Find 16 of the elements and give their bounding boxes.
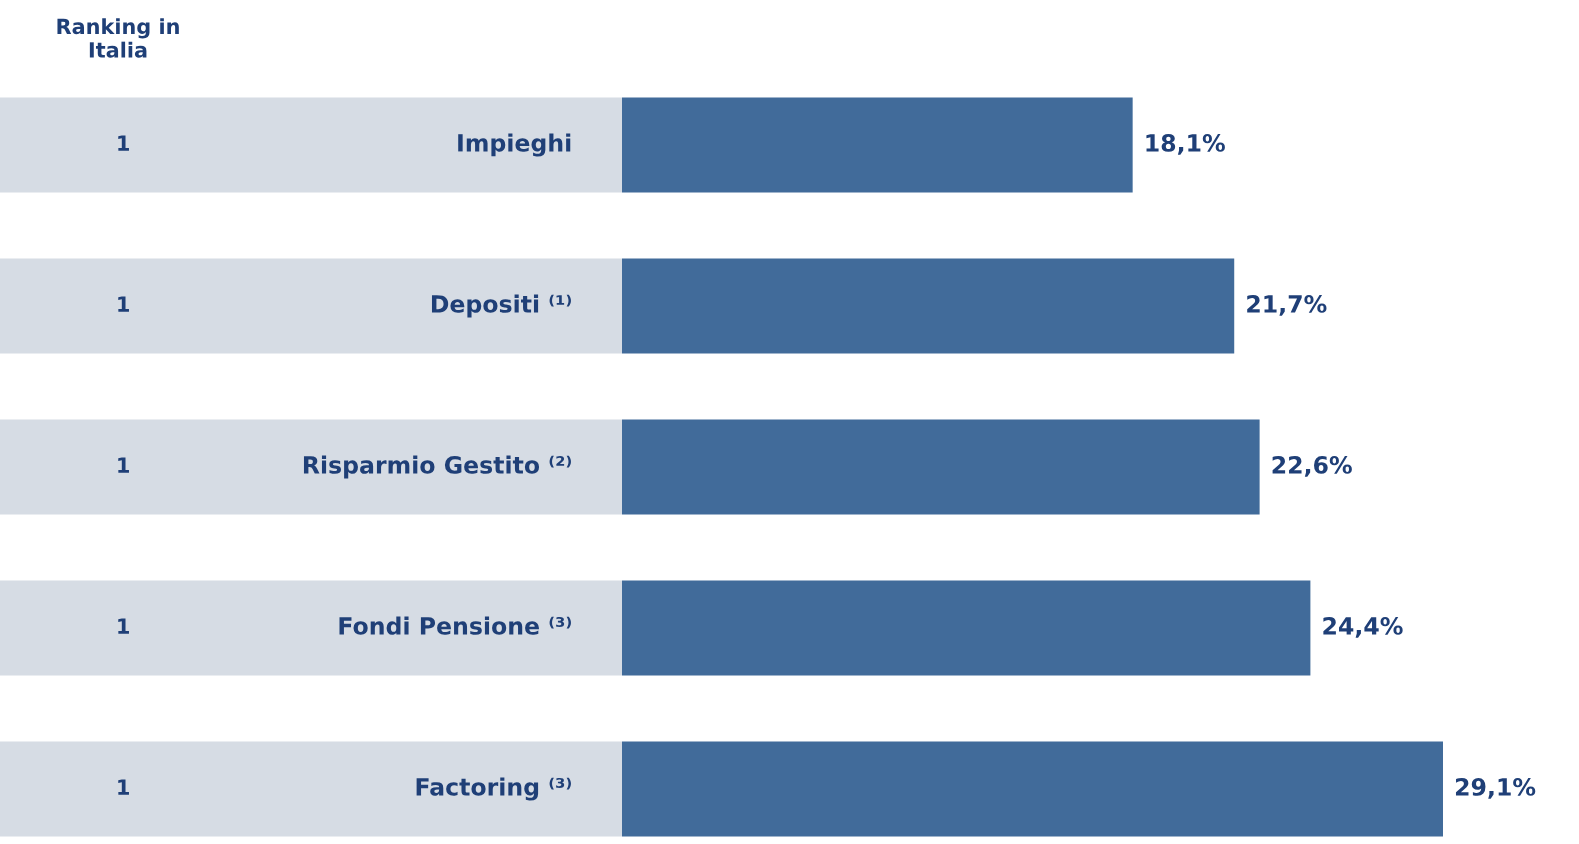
data-label: 29,1% bbox=[1455, 777, 1536, 799]
text: 1 bbox=[118, 618, 129, 634]
data-label: 24,4% bbox=[1323, 616, 1403, 638]
y-tick-label: Factoring ⁽³⁾ bbox=[416, 777, 571, 801]
text: 1 bbox=[118, 779, 129, 795]
data-label: 22,6% bbox=[1272, 455, 1352, 477]
text: 1 bbox=[118, 296, 129, 312]
y-tick-label: Risparmio Gestito ⁽²⁾ bbox=[303, 455, 571, 479]
y-tick-label: Impieghi bbox=[458, 133, 571, 157]
data-label: 18,1% bbox=[1146, 133, 1225, 155]
y-tick-label: Depositi ⁽¹⁾ bbox=[431, 294, 571, 318]
text: 1 bbox=[118, 135, 129, 151]
text: 1 bbox=[118, 457, 129, 473]
text: Ranking in Italia bbox=[57, 18, 179, 58]
y-tick-label: Fondi Pensione ⁽³⁾ bbox=[339, 616, 571, 635]
data-label: 21,7% bbox=[1247, 294, 1327, 316]
